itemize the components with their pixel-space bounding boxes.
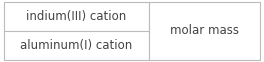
Text: aluminum(I) cation: aluminum(I) cation xyxy=(20,39,133,52)
Text: indium(III) cation: indium(III) cation xyxy=(26,10,127,23)
Bar xyxy=(4,2,149,60)
Text: molar mass: molar mass xyxy=(170,24,239,38)
Bar xyxy=(149,2,260,60)
